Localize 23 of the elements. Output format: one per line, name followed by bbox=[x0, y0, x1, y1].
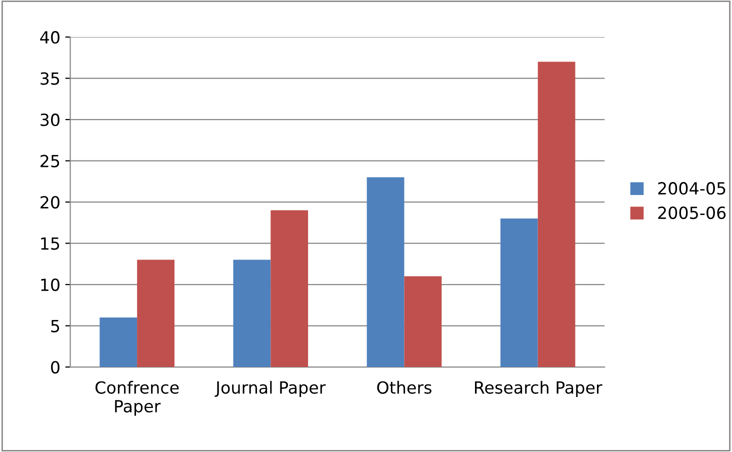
bar bbox=[270, 210, 308, 368]
bar bbox=[233, 260, 271, 368]
y-tick-label: 35 bbox=[40, 72, 60, 85]
y-tick-label: 5 bbox=[51, 320, 60, 332]
x-tick-label: Journal Paper bbox=[214, 380, 326, 398]
y-tick-label: 40 bbox=[40, 31, 60, 44]
bar bbox=[366, 177, 404, 368]
legend-label: 2005-06 bbox=[658, 206, 726, 220]
y-tick-label: 0 bbox=[51, 360, 60, 374]
x-tick-label: Others bbox=[377, 380, 432, 394]
bar bbox=[100, 318, 138, 368]
x-tick-label: Research Paper bbox=[475, 380, 602, 398]
y-tick-label: 20 bbox=[40, 196, 60, 209]
y-tick-label: 25 bbox=[40, 154, 60, 168]
y-tick-label: 15 bbox=[41, 237, 60, 250]
x-tick-label: Confrence Paper bbox=[96, 380, 179, 416]
y-tick-label: 10 bbox=[41, 278, 60, 292]
bar bbox=[538, 62, 576, 368]
bar bbox=[137, 260, 174, 368]
y-tick-label: 30 bbox=[40, 114, 60, 126]
legend-label: 2004-05 bbox=[658, 182, 726, 195]
bar bbox=[404, 276, 442, 368]
bar bbox=[500, 218, 538, 368]
